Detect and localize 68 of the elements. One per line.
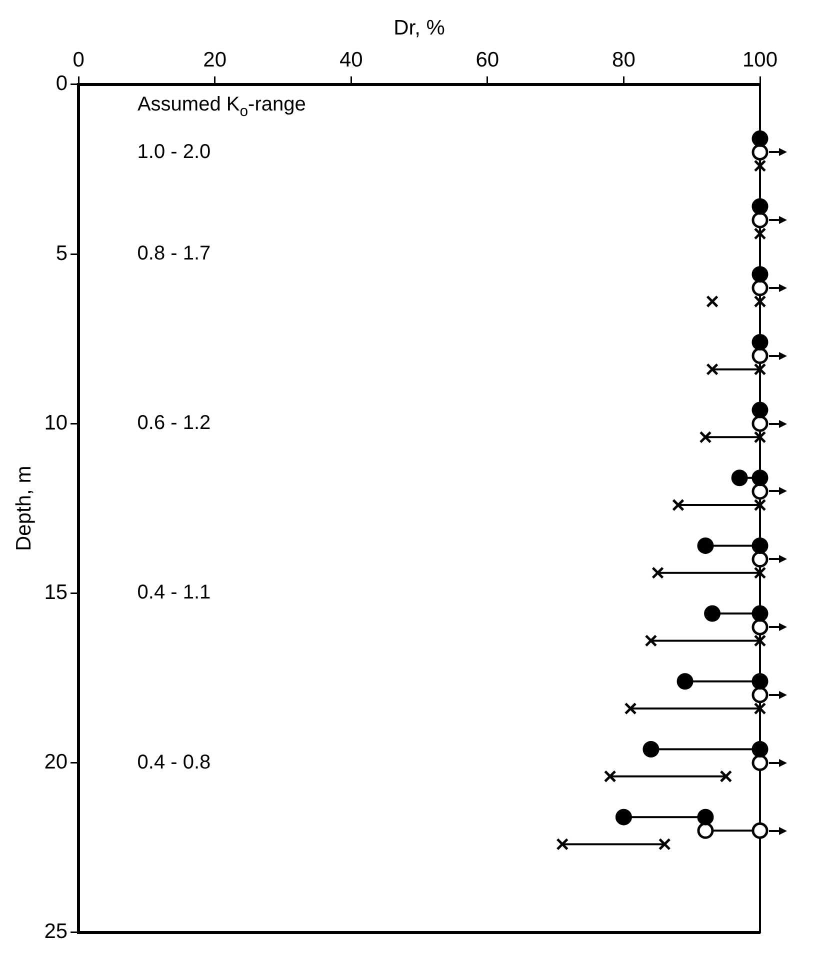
point <box>704 605 721 622</box>
point <box>752 402 768 418</box>
point <box>752 673 768 690</box>
point <box>752 618 768 636</box>
point <box>676 673 694 690</box>
annotation: 1.0 - 2.0 <box>137 140 211 163</box>
point <box>672 498 684 512</box>
y-tick-label: 0 <box>56 72 68 96</box>
point <box>556 838 569 850</box>
point <box>658 838 671 850</box>
x-tick-label: 20 <box>203 48 227 72</box>
y-tick-label: 10 <box>44 411 68 434</box>
point <box>752 212 768 228</box>
annotation: 0.4 - 0.8 <box>137 751 211 774</box>
point <box>706 363 718 376</box>
point <box>752 198 768 215</box>
point <box>752 348 768 364</box>
y-tick-label: 20 <box>44 750 68 774</box>
point <box>652 566 664 580</box>
point <box>754 227 766 240</box>
point <box>754 363 766 376</box>
point <box>754 430 766 444</box>
point <box>752 483 768 500</box>
point <box>752 537 768 554</box>
point <box>754 702 766 715</box>
point <box>624 702 637 715</box>
x-tick-label: 100 <box>742 48 778 72</box>
point <box>752 280 768 296</box>
x-tick-label: 40 <box>339 48 363 72</box>
point <box>644 634 658 647</box>
y-tick-label: 15 <box>44 580 68 604</box>
point <box>752 605 768 622</box>
annotation: 0.4 - 1.1 <box>137 582 211 604</box>
x-tick-label: 0 <box>72 48 84 72</box>
point <box>752 551 768 568</box>
annotation: 0.8 - 1.7 <box>137 242 211 265</box>
y-tick-label: 25 <box>44 920 68 944</box>
point <box>752 822 768 839</box>
point <box>604 770 616 783</box>
x-axis-title: Dr, % <box>394 16 445 40</box>
point <box>754 160 766 172</box>
x-tick-label: 60 <box>476 48 500 72</box>
point <box>752 740 768 758</box>
point <box>752 334 768 350</box>
annotation: 0.6 - 1.2 <box>137 412 211 434</box>
point <box>731 470 748 486</box>
point <box>699 430 712 444</box>
point <box>752 470 768 486</box>
x-tick-label: 80 <box>612 48 636 72</box>
point <box>754 566 766 580</box>
point <box>752 130 768 147</box>
point <box>720 770 732 783</box>
point <box>697 808 714 826</box>
point <box>706 295 718 308</box>
point <box>642 740 660 758</box>
point <box>754 634 766 647</box>
point <box>752 266 768 283</box>
point <box>697 822 714 839</box>
point <box>752 415 768 432</box>
point <box>752 754 768 772</box>
point <box>697 537 714 554</box>
point <box>754 295 766 308</box>
point <box>752 686 768 704</box>
point <box>754 498 766 512</box>
point <box>752 144 768 160</box>
y-axis-title: Depth, m <box>12 466 36 551</box>
point <box>615 808 632 826</box>
y-tick-label: 5 <box>56 242 68 265</box>
